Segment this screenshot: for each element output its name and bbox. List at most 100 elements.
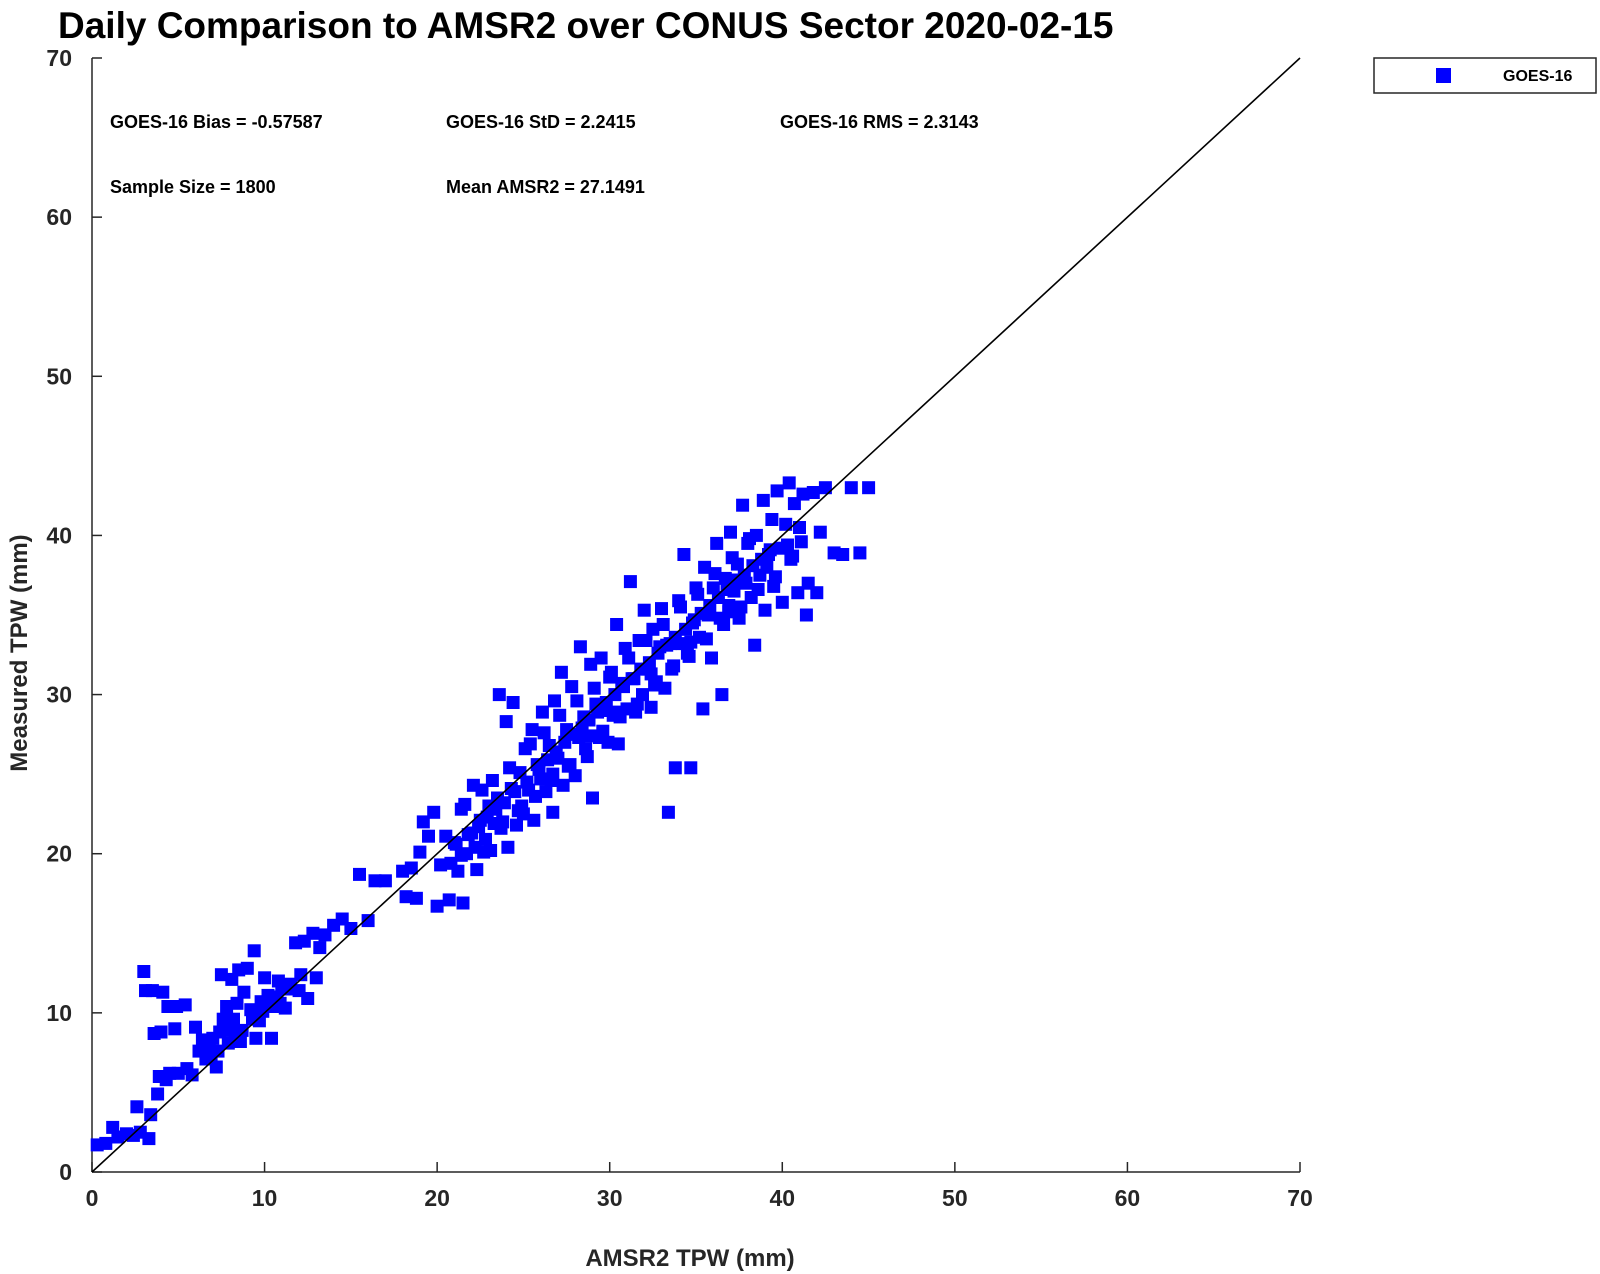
data-point (708, 567, 722, 581)
data-point (142, 1132, 156, 1146)
data-point (655, 602, 668, 616)
y-tick-label: 60 (46, 204, 72, 230)
data-point (698, 560, 712, 574)
data-point (760, 560, 774, 574)
data-point (791, 586, 805, 600)
data-point (494, 821, 508, 835)
data-point (668, 630, 682, 644)
data-point (601, 735, 615, 749)
data-point (570, 694, 584, 708)
data-point (399, 890, 413, 904)
data-point (793, 521, 806, 534)
y-tick-label: 70 (46, 45, 72, 71)
data-point (258, 971, 272, 985)
data-point (525, 723, 539, 737)
data-point (836, 548, 850, 561)
data-point (604, 665, 618, 679)
data-point (461, 828, 475, 842)
data-point (456, 896, 470, 910)
data-point (506, 696, 520, 709)
data-point (553, 708, 567, 722)
data-point (220, 1000, 234, 1013)
data-point (751, 583, 765, 596)
data-point (691, 587, 705, 601)
data-point (214, 968, 228, 982)
data-point (430, 899, 444, 913)
data-point (674, 600, 687, 614)
stat-bias: GOES-16 Bias = -0.57587 (110, 112, 323, 132)
data-point (556, 778, 570, 792)
data-point (497, 796, 511, 810)
data-point (779, 517, 793, 531)
legend-box (1373, 57, 1597, 94)
data-point (454, 848, 468, 862)
data-point (273, 996, 287, 1010)
data-point (862, 481, 876, 495)
data-point (479, 832, 492, 846)
y-tick-label: 20 (46, 841, 72, 867)
y-tick-label: 0 (59, 1159, 72, 1185)
data-point (717, 618, 731, 631)
data-point (529, 789, 542, 803)
data-point (561, 759, 575, 773)
y-axis-label: Measured TPW (mm) (6, 534, 33, 771)
data-point (630, 697, 644, 711)
data-point (154, 1025, 168, 1039)
data-point (661, 805, 675, 819)
data-point (378, 874, 392, 888)
stat-rms: GOES-16 RMS = 2.3143 (780, 112, 979, 132)
stat-mean-amsr2: Mean AMSR2 = 27.1491 (446, 177, 645, 197)
data-point (510, 818, 523, 832)
data-point (368, 874, 382, 888)
data-point (508, 785, 522, 799)
y-tick-label: 10 (46, 1000, 72, 1026)
data-point (748, 638, 762, 652)
data-point (682, 649, 696, 663)
data-point (853, 546, 867, 560)
data-point (470, 863, 484, 877)
data-point (644, 667, 658, 681)
data-point (644, 700, 658, 714)
data-point (813, 525, 827, 539)
data-point (485, 774, 499, 787)
x-tick-label: 0 (86, 1185, 99, 1211)
data-point (404, 861, 418, 875)
x-tick-label: 70 (1287, 1185, 1313, 1211)
data-point (216, 1012, 230, 1026)
data-point (732, 611, 746, 625)
axis-ticks: 0 10 20 30 40 50 60 70 0 10 20 30 40 50 60 70 (46, 45, 1312, 1211)
data-point (523, 737, 537, 751)
data-point (818, 481, 832, 495)
x-tick-label: 30 (597, 1185, 623, 1211)
data-point (449, 837, 463, 851)
chart-title: Daily Comparison to AMSR2 over CONUS Sec… (58, 5, 1114, 46)
data-point (611, 737, 625, 751)
data-point (665, 662, 679, 676)
data-point (684, 761, 698, 775)
data-point (734, 600, 748, 614)
data-point (484, 844, 498, 857)
data-point (427, 805, 441, 819)
data-point (637, 603, 651, 617)
data-point (623, 575, 637, 589)
data-point (699, 632, 713, 646)
data-point (715, 688, 729, 702)
data-point (520, 775, 534, 789)
x-tick-label: 10 (252, 1185, 278, 1211)
data-point (722, 599, 736, 612)
data-point (99, 1136, 113, 1150)
data-point (794, 535, 808, 549)
data-point (844, 481, 858, 495)
y-tick-label: 30 (46, 682, 72, 708)
data-point (656, 618, 670, 631)
data-point (309, 971, 323, 985)
data-point (696, 702, 710, 716)
data-point (781, 538, 794, 552)
x-tick-label: 50 (942, 1185, 968, 1211)
data-point (137, 965, 151, 978)
data-point (294, 968, 308, 982)
data-point (409, 891, 423, 905)
legend: GOES-16 (1373, 57, 1597, 94)
data-point (458, 797, 472, 811)
